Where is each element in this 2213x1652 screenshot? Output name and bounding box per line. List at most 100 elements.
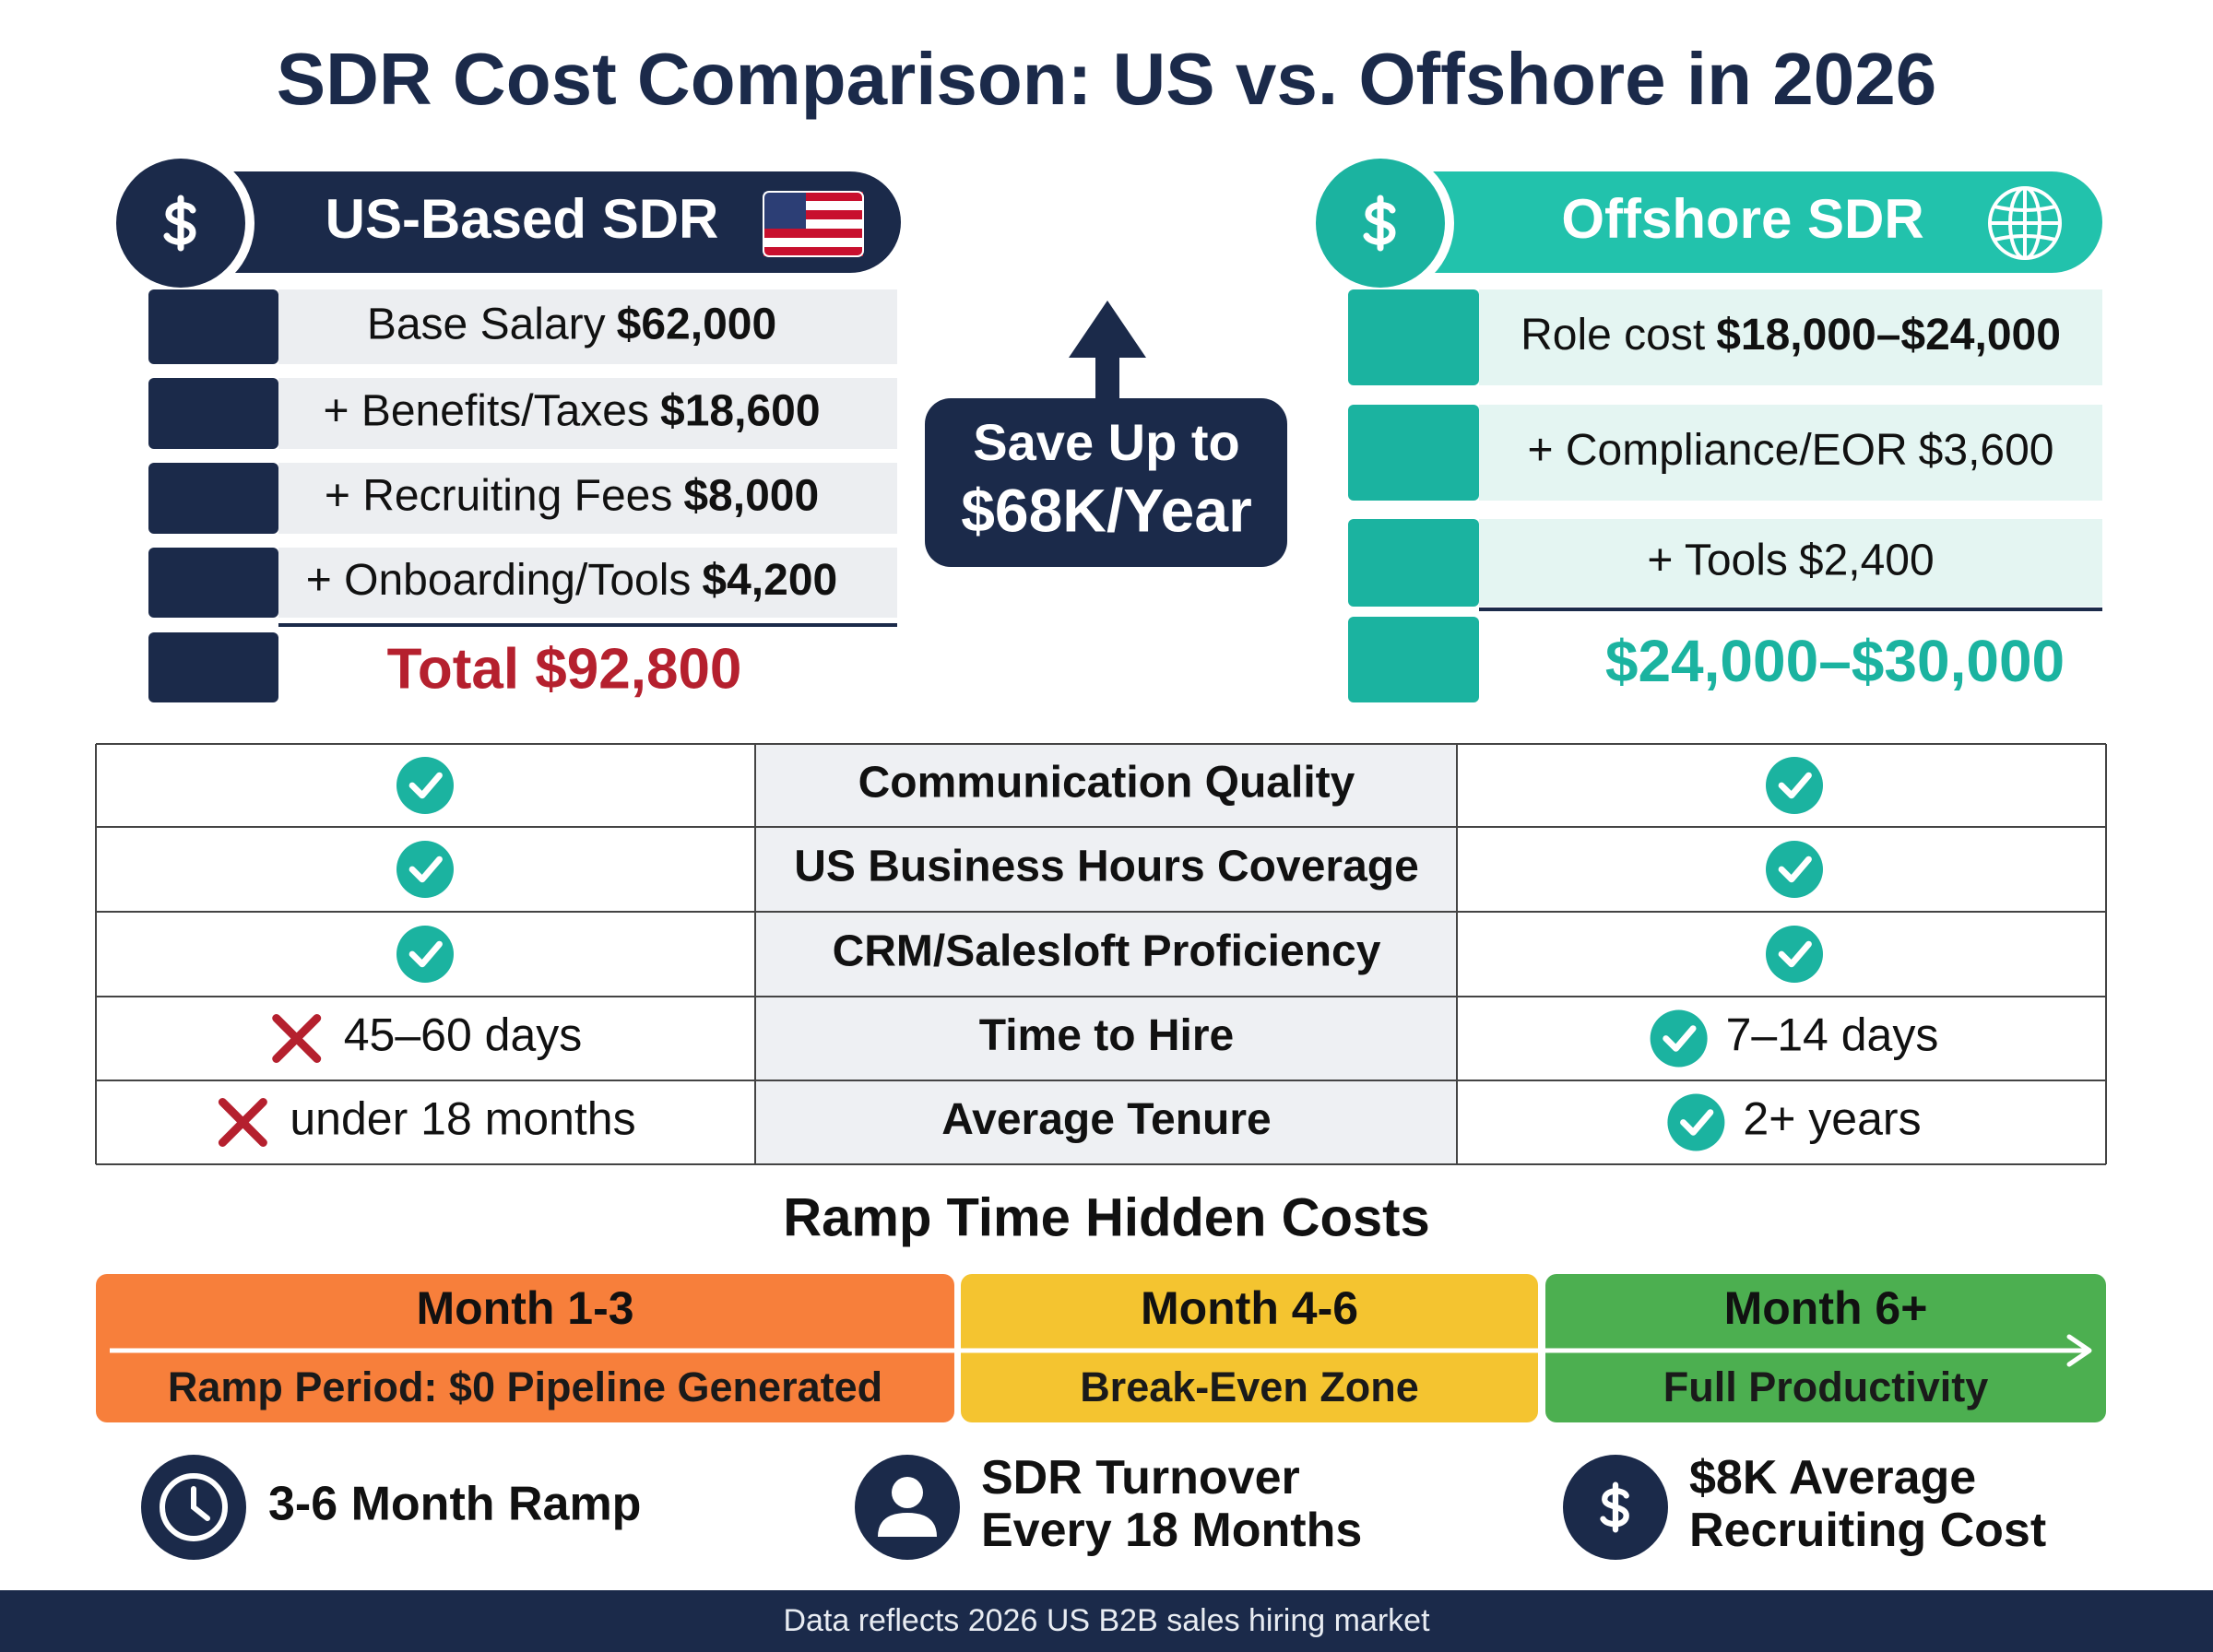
savings-arrow	[1069, 301, 1146, 402]
offshore-row-bar	[1479, 405, 2102, 501]
us-flag	[763, 191, 864, 257]
metric: Average Tenure	[941, 1095, 1271, 1144]
check-icon	[1650, 1009, 1708, 1068]
metric: Communication Quality	[858, 759, 1355, 808]
check-mark	[1778, 856, 1812, 883]
clock-face	[160, 1473, 228, 1541]
cell-text: under 18 months	[290, 1093, 635, 1145]
cell-text: 2+ years	[1743, 1093, 1921, 1145]
flag-canton	[763, 192, 806, 229]
fact-text: Every 18 Months	[981, 1504, 1362, 1557]
us-row-square	[148, 463, 278, 534]
flag-stripe	[763, 192, 863, 201]
fact-text: 3-6 Month Ramp	[268, 1478, 641, 1531]
title: SDR Cost Comparison: US vs. Offshore in …	[277, 38, 1936, 120]
check-icon	[1766, 926, 1823, 983]
flag-stripe	[763, 229, 863, 238]
us-header-pill	[181, 171, 901, 273]
check-icon	[396, 757, 454, 814]
us-heading: US-Based SDR	[325, 188, 719, 250]
cell-text: 45–60 days	[344, 1009, 583, 1061]
ramp-phase-label: Month 4-6	[1141, 1282, 1358, 1334]
us-row-amount: $62,000	[617, 300, 777, 348]
savings-line2: $68K/Year	[961, 476, 1252, 544]
ramp-phase-note: Break-Even Zone	[1080, 1363, 1419, 1410]
check-icon	[396, 841, 454, 898]
us-row-bar	[278, 463, 897, 534]
us-total: Total $92,800	[387, 637, 742, 701]
flag-frame	[763, 191, 864, 257]
clock-hands	[191, 1486, 210, 1521]
us-row-label: + Recruiting Fees	[325, 471, 673, 520]
us-row-text: Base Salary $62,000	[367, 300, 776, 348]
check-mark	[1680, 1109, 1714, 1136]
check-mark	[1778, 940, 1812, 968]
us-row-amount: $8,000	[683, 471, 819, 520]
cross-icon	[272, 1014, 322, 1063]
savings-line1: Save Up to	[973, 413, 1239, 471]
check-mark	[1778, 772, 1812, 799]
us-row-amount: $18,600	[660, 386, 821, 435]
dollar-icon	[1600, 1481, 1629, 1533]
check-mark	[1663, 1025, 1697, 1052]
us-row-square	[148, 632, 278, 702]
offshore-total: $24,000–$30,000	[1605, 628, 2065, 694]
cell-text: 7–14 days	[1726, 1009, 1939, 1061]
check-mark	[408, 940, 443, 968]
cross-icon	[218, 1098, 267, 1147]
footer: Data reflects 2026 US B2B sales hiring m…	[783, 1603, 1430, 1638]
flag-stripe	[763, 219, 863, 229]
check-mark	[408, 856, 443, 883]
offshore-row-label: + Compliance/EOR	[1528, 426, 1908, 475]
globe-icon	[1988, 186, 2062, 260]
offshore-row-square	[1348, 617, 1479, 702]
check-icon	[1766, 757, 1823, 814]
offshore-header-pill	[1380, 171, 2102, 273]
offshore-row-amount: $2,400	[1799, 536, 1935, 584]
offshore-row-square	[1348, 289, 1479, 385]
fact-text: SDR Turnover	[981, 1451, 1300, 1504]
ramp-phase-label: Month 1-3	[416, 1282, 633, 1334]
flag-stripe	[763, 238, 863, 247]
table-middle-col	[755, 744, 1457, 1164]
us-row-square	[148, 548, 278, 618]
check-icon	[1667, 1093, 1725, 1151]
us-row-label: Base Salary	[367, 300, 606, 348]
us-row-text: + Onboarding/Tools $4,200	[306, 556, 837, 605]
offshore-row-bar	[1479, 289, 2102, 385]
flag-stripe	[763, 210, 863, 219]
offshore-row-amount: $18,000–$24,000	[1716, 311, 2061, 360]
offshore-row-square	[1348, 519, 1479, 607]
us-row-amount: $4,200	[702, 556, 837, 605]
person-head	[892, 1477, 923, 1508]
footer-bar	[0, 1590, 2213, 1652]
ramp-phase-label: Month 6+	[1724, 1282, 1928, 1334]
metric: Time to Hire	[979, 1011, 1235, 1060]
us-row-bar	[278, 548, 897, 618]
globe-latitudes	[1994, 205, 2056, 242]
us-row-label: + Onboarding/Tools	[306, 556, 692, 605]
fact-text: $8K Average	[1689, 1451, 1976, 1504]
check-mark	[408, 772, 443, 799]
metric: US Business Hours Coverage	[794, 843, 1419, 891]
ramp-arrow-head	[2066, 1334, 2092, 1367]
offshore-row-label: + Tools	[1647, 536, 1788, 584]
ramp-phase-note: Ramp Period: $0 Pipeline Generated	[168, 1363, 882, 1410]
offshore-heading: Offshore SDR	[1561, 188, 1923, 250]
offshore-row-amount: $3,600	[1919, 426, 2054, 475]
ramp-title: Ramp Time Hidden Costs	[783, 1187, 1430, 1247]
flag-stripe	[763, 247, 863, 256]
offshore-row-text: + Compliance/EOR $3,600	[1528, 426, 2054, 475]
flag-stripe	[763, 201, 863, 210]
dollar-icon	[163, 195, 196, 252]
savings-box	[925, 398, 1287, 567]
check-icon	[396, 926, 454, 983]
metric: CRM/Salesloft Proficiency	[833, 927, 1381, 976]
us-row-label: + Benefits/Taxes	[323, 386, 649, 435]
person-body	[878, 1513, 937, 1537]
us-row-square	[148, 378, 278, 449]
ramp-phase-note: Full Productivity	[1663, 1363, 1989, 1410]
us-row-square	[148, 289, 278, 364]
check-icon	[1766, 841, 1823, 898]
us-row-bar	[278, 289, 897, 364]
